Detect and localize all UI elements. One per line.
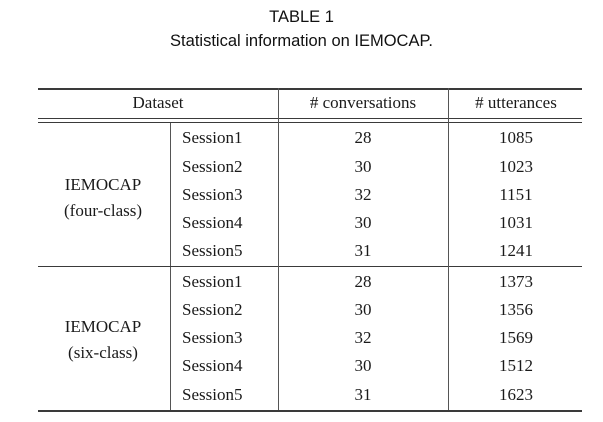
utterances-cell: 1569 <box>499 328 533 347</box>
group-label: IEMOCAP (four-class) <box>64 174 142 222</box>
utterances-cell: 1241 <box>499 241 533 260</box>
conversations-cell: 31 <box>354 385 372 404</box>
utterances-cell: 1023 <box>499 157 533 176</box>
utterances-cell: 1356 <box>499 300 533 319</box>
bottom-rule <box>38 410 582 412</box>
utterances-cell: 1512 <box>499 356 533 375</box>
utterances-cell: 1085 <box>499 128 533 147</box>
conversations-cell: 31 <box>354 241 372 260</box>
conversations-cell: 30 <box>354 157 372 176</box>
session-cell: Session2 <box>182 300 243 319</box>
conversations-cell: 28 <box>354 128 372 147</box>
session-cell: Session3 <box>182 328 243 347</box>
group-divider <box>38 266 582 267</box>
header-rule-2 <box>38 122 582 123</box>
table-label: TABLE 1 <box>269 8 334 26</box>
conversations-cell: 28 <box>354 272 372 291</box>
session-cell: Session4 <box>182 356 243 375</box>
session-cell: Session1 <box>182 128 243 147</box>
group-subtitle: (six-class) <box>68 343 138 362</box>
session-cell: Session5 <box>182 241 243 260</box>
utterances-cell: 1623 <box>499 385 533 404</box>
group-name: IEMOCAP <box>64 317 142 336</box>
group-subtitle: (four-class) <box>63 201 143 220</box>
table-caption: Statistical information on IEMOCAP. <box>170 32 433 50</box>
header-conversations: # conversations <box>309 93 417 112</box>
utterances-cell: 1031 <box>499 213 533 232</box>
conversations-cell: 32 <box>354 328 372 347</box>
column-divider <box>278 88 279 410</box>
header-utterances: # utterances <box>475 93 557 112</box>
conversations-cell: 30 <box>354 356 372 375</box>
conversations-cell: 32 <box>354 185 372 204</box>
group-label: IEMOCAP (six-class) <box>65 316 142 364</box>
header-dataset: Dataset <box>132 93 184 112</box>
group-name: IEMOCAP <box>64 175 142 194</box>
top-rule <box>38 88 582 90</box>
session-cell: Session4 <box>182 213 243 232</box>
session-cell: Session3 <box>182 185 243 204</box>
session-cell: Session1 <box>182 272 243 291</box>
conversations-cell: 30 <box>354 300 372 319</box>
column-divider <box>170 123 171 266</box>
column-divider <box>170 267 171 410</box>
conversations-cell: 30 <box>354 213 372 232</box>
column-divider <box>448 88 449 410</box>
session-cell: Session2 <box>182 157 243 176</box>
session-cell: Session5 <box>182 385 243 404</box>
utterances-cell: 1151 <box>499 185 533 204</box>
utterances-cell: 1373 <box>499 272 533 291</box>
header-rule <box>38 118 582 119</box>
